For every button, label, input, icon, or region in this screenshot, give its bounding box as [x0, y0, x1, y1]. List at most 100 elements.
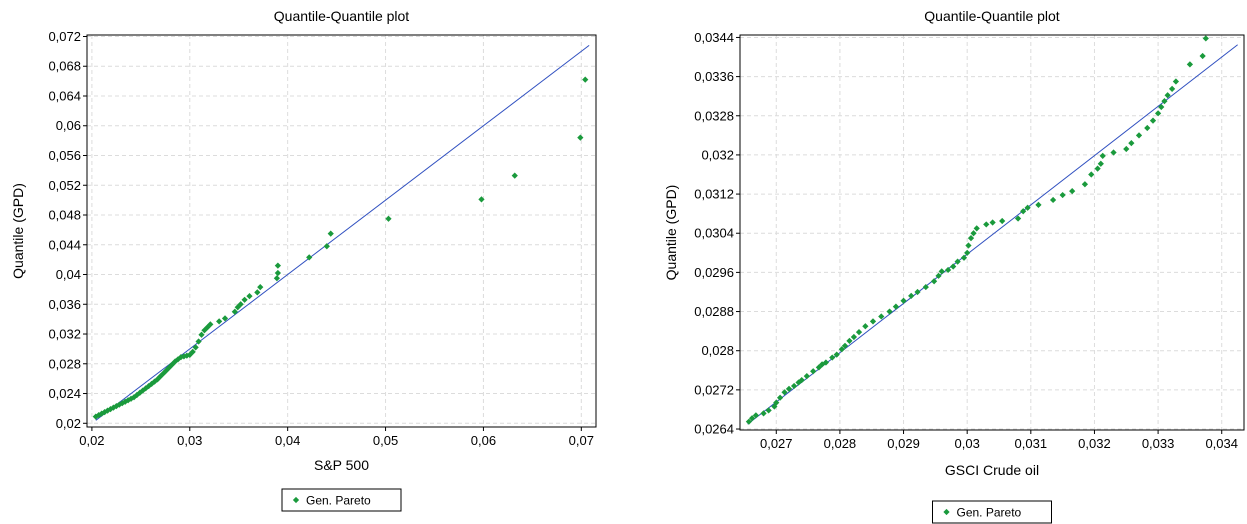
x-tick-label: 0,06: [471, 433, 496, 448]
x-tick-label: 0,031: [1015, 436, 1048, 451]
y-tick-label: 0,0264: [694, 422, 734, 437]
legend-marker: [292, 496, 300, 504]
data-point: [838, 346, 845, 353]
data-point: [1088, 171, 1095, 178]
x-tick-label: 0,02: [79, 433, 104, 448]
data-point: [1094, 165, 1101, 172]
y-tick-label: 0,0336: [694, 69, 734, 84]
y-tick-label: 0,028: [701, 343, 734, 358]
data-point: [1144, 124, 1151, 132]
data-point: [1135, 132, 1143, 139]
data-point: [954, 258, 961, 265]
y-tick-label: 0,036: [48, 297, 81, 312]
y-tick-label: 0,02: [56, 416, 81, 431]
x-tick-label: 0,03: [955, 436, 980, 451]
qq-plot-gsci-crude-oil: Quantile-Quantile plot 0,027 0,028 0,029 0,0…: [663, 8, 1245, 524]
y-tick-label: 0,068: [48, 59, 81, 74]
data-point: [745, 418, 753, 425]
data-point: [938, 268, 945, 275]
data-point: [274, 269, 281, 277]
x-tick-label: 0,029: [887, 436, 920, 451]
x-tick-label: 0,032: [1078, 436, 1111, 451]
y-tick-label: 0,0328: [694, 108, 734, 123]
x-tick-label: 0,033: [1142, 436, 1175, 451]
y-tick-label: 0,056: [48, 148, 81, 163]
data-point: [822, 359, 830, 366]
reference-line: [747, 44, 1238, 425]
y-axis-label: Quantile (GPD): [10, 183, 26, 279]
data-point: [1154, 110, 1162, 117]
data-point: [274, 262, 281, 269]
x-tick-label: 0,027: [760, 436, 793, 451]
data-point: [385, 215, 392, 222]
data-point: [930, 278, 938, 285]
data-point: [748, 415, 756, 422]
data-point: [1035, 201, 1042, 208]
data-point: [790, 382, 798, 390]
data-point: [810, 368, 817, 375]
data-point: [886, 308, 893, 315]
data-point: [1049, 196, 1057, 204]
data-point: [1161, 97, 1168, 105]
data-point: [855, 328, 863, 336]
data-point: [323, 243, 330, 250]
legend-box: [932, 500, 1052, 524]
x-axis-label: GSCI Crude oil: [945, 462, 1039, 478]
data-point: [785, 385, 793, 392]
y-tick-label: 0,0288: [694, 304, 734, 319]
y-tick-label: 0,0304: [694, 226, 734, 241]
y-tick-label: 0,0312: [694, 187, 734, 202]
data-point: [1123, 145, 1130, 153]
y-axis-label: Quantile (GPD): [663, 185, 679, 281]
legend: Gen. Pareto: [281, 488, 402, 512]
chart-title: Quantile-Quantile plot: [924, 8, 1060, 24]
y-tick-label: 0,024: [48, 386, 81, 401]
x-tick-label: 0,03: [177, 433, 202, 448]
data-point: [257, 284, 264, 291]
data-point: [1081, 181, 1089, 188]
y-tick-label: 0,04: [56, 267, 81, 282]
data-point: [989, 219, 996, 226]
plot-frame: [86, 34, 597, 428]
legend: Gen. Pareto: [932, 500, 1052, 524]
data-point: [950, 263, 957, 270]
data-point: [850, 333, 858, 341]
data-point: [1202, 35, 1209, 42]
data-point: [511, 172, 518, 179]
y-tick-label: 0,048: [48, 208, 81, 223]
x-tick-label: 0,07: [569, 433, 594, 448]
data-point: [1199, 52, 1206, 60]
data-point: [246, 292, 253, 300]
y-tick-label: 0,044: [48, 237, 81, 252]
data-point: [983, 221, 990, 228]
legend-label: Gen. Pareto: [957, 506, 1022, 520]
data-point: [935, 272, 942, 279]
data-point: [327, 230, 334, 237]
data-point: [1110, 149, 1117, 156]
y-tick-label: 0,0344: [694, 30, 734, 45]
data-point: [582, 76, 589, 83]
data-point: [869, 318, 877, 325]
data-point: [803, 373, 810, 380]
data-point: [776, 394, 784, 401]
data-point: [960, 254, 968, 261]
x-axis-label: S&P 500: [314, 457, 369, 473]
data-point: [1069, 188, 1076, 195]
y-tick-label: 0,052: [48, 178, 81, 193]
data-point: [964, 249, 971, 256]
y-tick-label: 0,0272: [694, 382, 734, 397]
data-point: [1168, 85, 1176, 92]
data-point: [1097, 160, 1104, 167]
data-point: [878, 313, 885, 320]
data-point: [798, 376, 805, 384]
data-point: [965, 242, 972, 249]
x-tick-label: 0,028: [824, 436, 857, 451]
data-point: [846, 337, 853, 345]
data-point: [862, 323, 869, 330]
data-point: [1149, 117, 1157, 124]
data-point: [1059, 191, 1066, 199]
y-tick-label: 0,064: [48, 88, 81, 103]
data-point: [760, 410, 767, 417]
data-point: [999, 217, 1006, 225]
